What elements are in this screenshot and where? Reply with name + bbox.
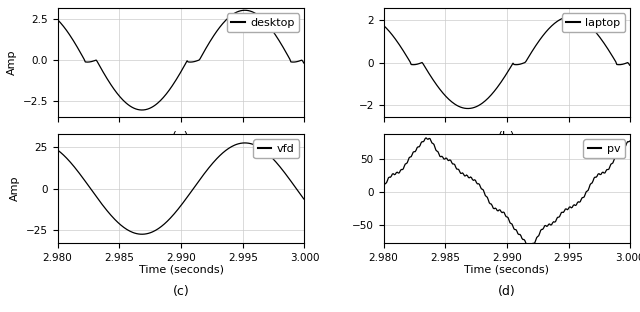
Legend: pv: pv: [584, 139, 625, 158]
X-axis label: Time (seconds): Time (seconds): [465, 265, 550, 275]
Text: (a): (a): [172, 130, 190, 144]
Y-axis label: Amp: Amp: [7, 50, 17, 75]
Legend: laptop: laptop: [562, 13, 625, 32]
Legend: vfd: vfd: [253, 139, 299, 158]
Legend: desktop: desktop: [227, 13, 299, 32]
Y-axis label: Amp: Amp: [10, 176, 20, 201]
Text: (d): (d): [498, 285, 516, 298]
Text: (b): (b): [498, 130, 516, 144]
X-axis label: Time (seconds): Time (seconds): [138, 265, 223, 275]
Text: (c): (c): [173, 285, 189, 298]
